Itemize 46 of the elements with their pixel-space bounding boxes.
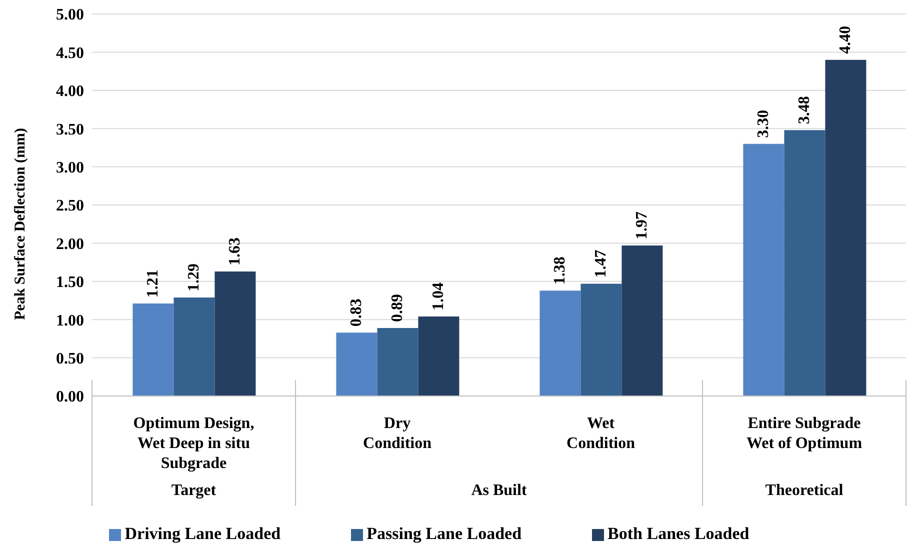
- text: Theoretical: [765, 482, 844, 499]
- data-label: 1.29: [186, 263, 203, 292]
- y-tick-label: 1.50: [56, 274, 84, 292]
- data-label: 1.38: [552, 256, 569, 285]
- bar: [825, 60, 866, 396]
- y-tick-label: 2.00: [56, 236, 84, 253]
- bar: [174, 297, 215, 396]
- bar: [784, 130, 826, 396]
- x-tick-label: Wet Condition: [566, 415, 636, 452]
- legend-label: Passing Lane Loaded: [366, 524, 522, 543]
- y-tick-label: 0.50: [56, 350, 84, 368]
- data-label: 1.04: [430, 282, 448, 311]
- text: Target: [171, 482, 217, 499]
- bar: [743, 144, 784, 396]
- y-tick-label: 1.00: [56, 312, 84, 330]
- legend-label: Both Lanes Loaded: [608, 524, 750, 543]
- x-tick-label: Optimum Design, Wet Deep in situ Subgrade: [133, 415, 254, 472]
- data-label: 1.47: [592, 250, 610, 278]
- y-tick-label: 0.00: [56, 388, 84, 406]
- data-label: 3.48: [796, 96, 814, 124]
- data-label: 0.89: [389, 294, 406, 322]
- y-tick-label: 3.50: [56, 121, 84, 138]
- data-label: 3.30: [755, 110, 772, 138]
- data-label: 1.63: [226, 237, 244, 266]
- legend-label: Driving Lane Loaded: [124, 524, 281, 543]
- bar: [580, 284, 622, 396]
- bar: [622, 245, 663, 396]
- bar: [418, 316, 460, 396]
- data-label: 1.97: [634, 211, 651, 240]
- bar: [214, 271, 256, 396]
- bar: [540, 290, 581, 396]
- text: As Built: [471, 482, 528, 499]
- x-tick-label: Entire Subgrade Wet of Optimum: [746, 415, 863, 452]
- bar: [336, 332, 378, 396]
- x-tick-label: Dry Condition: [363, 415, 432, 452]
- bar: [377, 328, 418, 396]
- y-tick-label: 4.50: [56, 44, 84, 62]
- y-tick-label: 5.00: [56, 6, 84, 24]
- data-label: 1.21: [144, 270, 162, 298]
- data-label: 0.83: [348, 298, 366, 327]
- bar: [132, 304, 174, 396]
- y-tick-label: 3.00: [56, 159, 84, 176]
- y-axis-title: Peak Surface Deflection (mm): [12, 128, 28, 320]
- y-tick-label: 4.00: [56, 83, 84, 100]
- y-tick-label: 2.50: [56, 198, 84, 215]
- data-label: 4.40: [837, 26, 854, 54]
